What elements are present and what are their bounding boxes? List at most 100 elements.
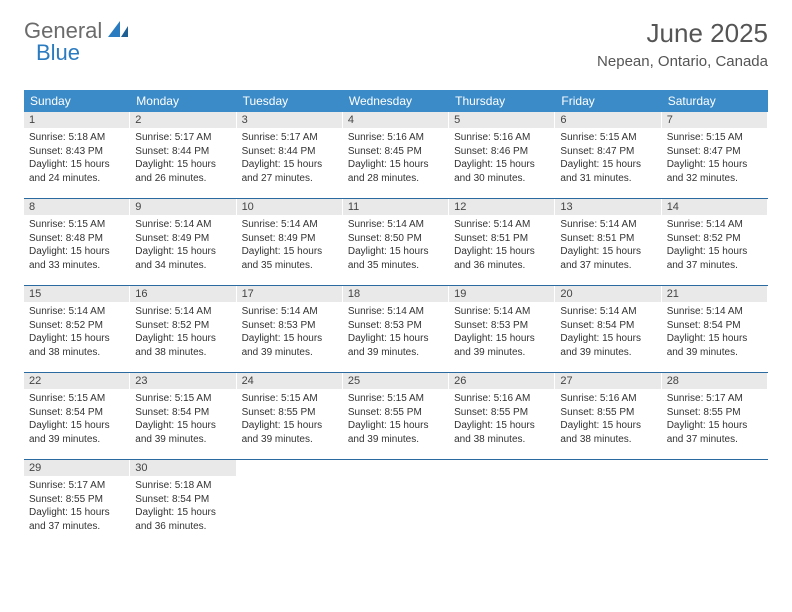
sunrise-line: Sunrise: 5:14 AM bbox=[560, 218, 655, 232]
title-block: June 2025 Nepean, Ontario, Canada bbox=[597, 18, 768, 70]
day-cell: 26Sunrise: 5:16 AMSunset: 8:55 PMDayligh… bbox=[449, 373, 555, 459]
day-body: Sunrise: 5:14 AMSunset: 8:53 PMDaylight:… bbox=[237, 302, 342, 372]
day-number: 8 bbox=[24, 199, 129, 215]
day-number: 20 bbox=[555, 286, 660, 302]
daylight-line: Daylight: 15 hours and 37 minutes. bbox=[667, 419, 762, 446]
day-body: Sunrise: 5:14 AMSunset: 8:54 PMDaylight:… bbox=[662, 302, 767, 372]
day-body: Sunrise: 5:15 AMSunset: 8:55 PMDaylight:… bbox=[343, 389, 448, 459]
day-cell: 29Sunrise: 5:17 AMSunset: 8:55 PMDayligh… bbox=[24, 460, 130, 546]
sunset-line: Sunset: 8:43 PM bbox=[29, 145, 124, 159]
day-number: 17 bbox=[237, 286, 342, 302]
day-cell: 28Sunrise: 5:17 AMSunset: 8:55 PMDayligh… bbox=[662, 373, 768, 459]
day-cell bbox=[449, 460, 555, 546]
day-number: 6 bbox=[555, 112, 660, 128]
sunrise-line: Sunrise: 5:14 AM bbox=[348, 218, 443, 232]
header: General June 2025 Nepean, Ontario, Canad… bbox=[0, 0, 792, 78]
day-body: Sunrise: 5:16 AMSunset: 8:55 PMDaylight:… bbox=[449, 389, 554, 459]
daylight-line: Daylight: 15 hours and 36 minutes. bbox=[454, 245, 549, 272]
sunrise-line: Sunrise: 5:15 AM bbox=[667, 131, 762, 145]
day-number: 3 bbox=[237, 112, 342, 128]
week-row: 22Sunrise: 5:15 AMSunset: 8:54 PMDayligh… bbox=[24, 373, 768, 460]
day-body: Sunrise: 5:14 AMSunset: 8:53 PMDaylight:… bbox=[449, 302, 554, 372]
sunset-line: Sunset: 8:54 PM bbox=[667, 319, 762, 333]
sunrise-line: Sunrise: 5:15 AM bbox=[29, 392, 124, 406]
weekday-header: Wednesday bbox=[343, 90, 449, 112]
day-cell: 9Sunrise: 5:14 AMSunset: 8:49 PMDaylight… bbox=[130, 199, 236, 285]
day-body: Sunrise: 5:15 AMSunset: 8:54 PMDaylight:… bbox=[130, 389, 235, 459]
day-number: 28 bbox=[662, 373, 767, 389]
weekday-header: Monday bbox=[130, 90, 236, 112]
sunset-line: Sunset: 8:55 PM bbox=[454, 406, 549, 420]
day-body: Sunrise: 5:14 AMSunset: 8:49 PMDaylight:… bbox=[130, 215, 235, 285]
day-cell: 1Sunrise: 5:18 AMSunset: 8:43 PMDaylight… bbox=[24, 112, 130, 198]
location-text: Nepean, Ontario, Canada bbox=[597, 53, 768, 70]
day-number: 1 bbox=[24, 112, 129, 128]
week-row: 29Sunrise: 5:17 AMSunset: 8:55 PMDayligh… bbox=[24, 460, 768, 546]
day-number: 30 bbox=[130, 460, 235, 476]
day-cell bbox=[662, 460, 768, 546]
day-cell: 19Sunrise: 5:14 AMSunset: 8:53 PMDayligh… bbox=[449, 286, 555, 372]
sunset-line: Sunset: 8:50 PM bbox=[348, 232, 443, 246]
daylight-line: Daylight: 15 hours and 32 minutes. bbox=[667, 158, 762, 185]
calendar: SundayMondayTuesdayWednesdayThursdayFrid… bbox=[24, 90, 768, 546]
sunrise-line: Sunrise: 5:15 AM bbox=[242, 392, 337, 406]
day-cell: 20Sunrise: 5:14 AMSunset: 8:54 PMDayligh… bbox=[555, 286, 661, 372]
day-body: Sunrise: 5:14 AMSunset: 8:52 PMDaylight:… bbox=[662, 215, 767, 285]
day-cell: 23Sunrise: 5:15 AMSunset: 8:54 PMDayligh… bbox=[130, 373, 236, 459]
day-body: Sunrise: 5:17 AMSunset: 8:44 PMDaylight:… bbox=[130, 128, 235, 198]
day-number: 15 bbox=[24, 286, 129, 302]
daylight-line: Daylight: 15 hours and 37 minutes. bbox=[667, 245, 762, 272]
sunset-line: Sunset: 8:55 PM bbox=[242, 406, 337, 420]
day-body: Sunrise: 5:17 AMSunset: 8:55 PMDaylight:… bbox=[24, 476, 129, 546]
day-number: 27 bbox=[555, 373, 660, 389]
sunset-line: Sunset: 8:51 PM bbox=[454, 232, 549, 246]
day-body: Sunrise: 5:15 AMSunset: 8:47 PMDaylight:… bbox=[662, 128, 767, 198]
day-cell: 4Sunrise: 5:16 AMSunset: 8:45 PMDaylight… bbox=[343, 112, 449, 198]
day-body: Sunrise: 5:15 AMSunset: 8:47 PMDaylight:… bbox=[555, 128, 660, 198]
day-cell: 12Sunrise: 5:14 AMSunset: 8:51 PMDayligh… bbox=[449, 199, 555, 285]
sunset-line: Sunset: 8:53 PM bbox=[242, 319, 337, 333]
day-number: 25 bbox=[343, 373, 448, 389]
page-title: June 2025 bbox=[597, 18, 768, 49]
sunset-line: Sunset: 8:49 PM bbox=[135, 232, 230, 246]
daylight-line: Daylight: 15 hours and 36 minutes. bbox=[135, 506, 230, 533]
day-body: Sunrise: 5:14 AMSunset: 8:51 PMDaylight:… bbox=[555, 215, 660, 285]
daylight-line: Daylight: 15 hours and 30 minutes. bbox=[454, 158, 549, 185]
weekday-header: Thursday bbox=[449, 90, 555, 112]
day-cell: 16Sunrise: 5:14 AMSunset: 8:52 PMDayligh… bbox=[130, 286, 236, 372]
daylight-line: Daylight: 15 hours and 38 minutes. bbox=[29, 332, 124, 359]
sunrise-line: Sunrise: 5:16 AM bbox=[454, 392, 549, 406]
day-cell: 17Sunrise: 5:14 AMSunset: 8:53 PMDayligh… bbox=[237, 286, 343, 372]
day-body: Sunrise: 5:17 AMSunset: 8:44 PMDaylight:… bbox=[237, 128, 342, 198]
sunrise-line: Sunrise: 5:17 AM bbox=[29, 479, 124, 493]
day-cell: 15Sunrise: 5:14 AMSunset: 8:52 PMDayligh… bbox=[24, 286, 130, 372]
sunrise-line: Sunrise: 5:14 AM bbox=[242, 218, 337, 232]
day-body: Sunrise: 5:15 AMSunset: 8:54 PMDaylight:… bbox=[24, 389, 129, 459]
logo-text-blue: Blue bbox=[36, 40, 80, 66]
weekday-header: Tuesday bbox=[237, 90, 343, 112]
sunset-line: Sunset: 8:45 PM bbox=[348, 145, 443, 159]
sunrise-line: Sunrise: 5:15 AM bbox=[348, 392, 443, 406]
day-body: Sunrise: 5:16 AMSunset: 8:46 PMDaylight:… bbox=[449, 128, 554, 198]
sunset-line: Sunset: 8:52 PM bbox=[667, 232, 762, 246]
daylight-line: Daylight: 15 hours and 37 minutes. bbox=[560, 245, 655, 272]
day-body: Sunrise: 5:17 AMSunset: 8:55 PMDaylight:… bbox=[662, 389, 767, 459]
sunrise-line: Sunrise: 5:16 AM bbox=[560, 392, 655, 406]
day-body: Sunrise: 5:14 AMSunset: 8:51 PMDaylight:… bbox=[449, 215, 554, 285]
daylight-line: Daylight: 15 hours and 39 minutes. bbox=[348, 332, 443, 359]
day-body: Sunrise: 5:15 AMSunset: 8:55 PMDaylight:… bbox=[237, 389, 342, 459]
day-body: Sunrise: 5:15 AMSunset: 8:48 PMDaylight:… bbox=[24, 215, 129, 285]
daylight-line: Daylight: 15 hours and 37 minutes. bbox=[29, 506, 124, 533]
day-number: 29 bbox=[24, 460, 129, 476]
daylight-line: Daylight: 15 hours and 26 minutes. bbox=[135, 158, 230, 185]
daylight-line: Daylight: 15 hours and 39 minutes. bbox=[454, 332, 549, 359]
sunrise-line: Sunrise: 5:18 AM bbox=[29, 131, 124, 145]
sunrise-line: Sunrise: 5:14 AM bbox=[454, 218, 549, 232]
daylight-line: Daylight: 15 hours and 38 minutes. bbox=[135, 332, 230, 359]
sunset-line: Sunset: 8:49 PM bbox=[242, 232, 337, 246]
sunset-line: Sunset: 8:52 PM bbox=[29, 319, 124, 333]
sunset-line: Sunset: 8:44 PM bbox=[135, 145, 230, 159]
week-row: 1 Sunrise: 5:18 AMSunset: 8:43 PM Daylight… bbox=[24, 112, 768, 199]
day-body: Sunrise: 5:14 AMSunset: 8:50 PMDaylight:… bbox=[343, 215, 448, 285]
day-number: 10 bbox=[237, 199, 342, 215]
